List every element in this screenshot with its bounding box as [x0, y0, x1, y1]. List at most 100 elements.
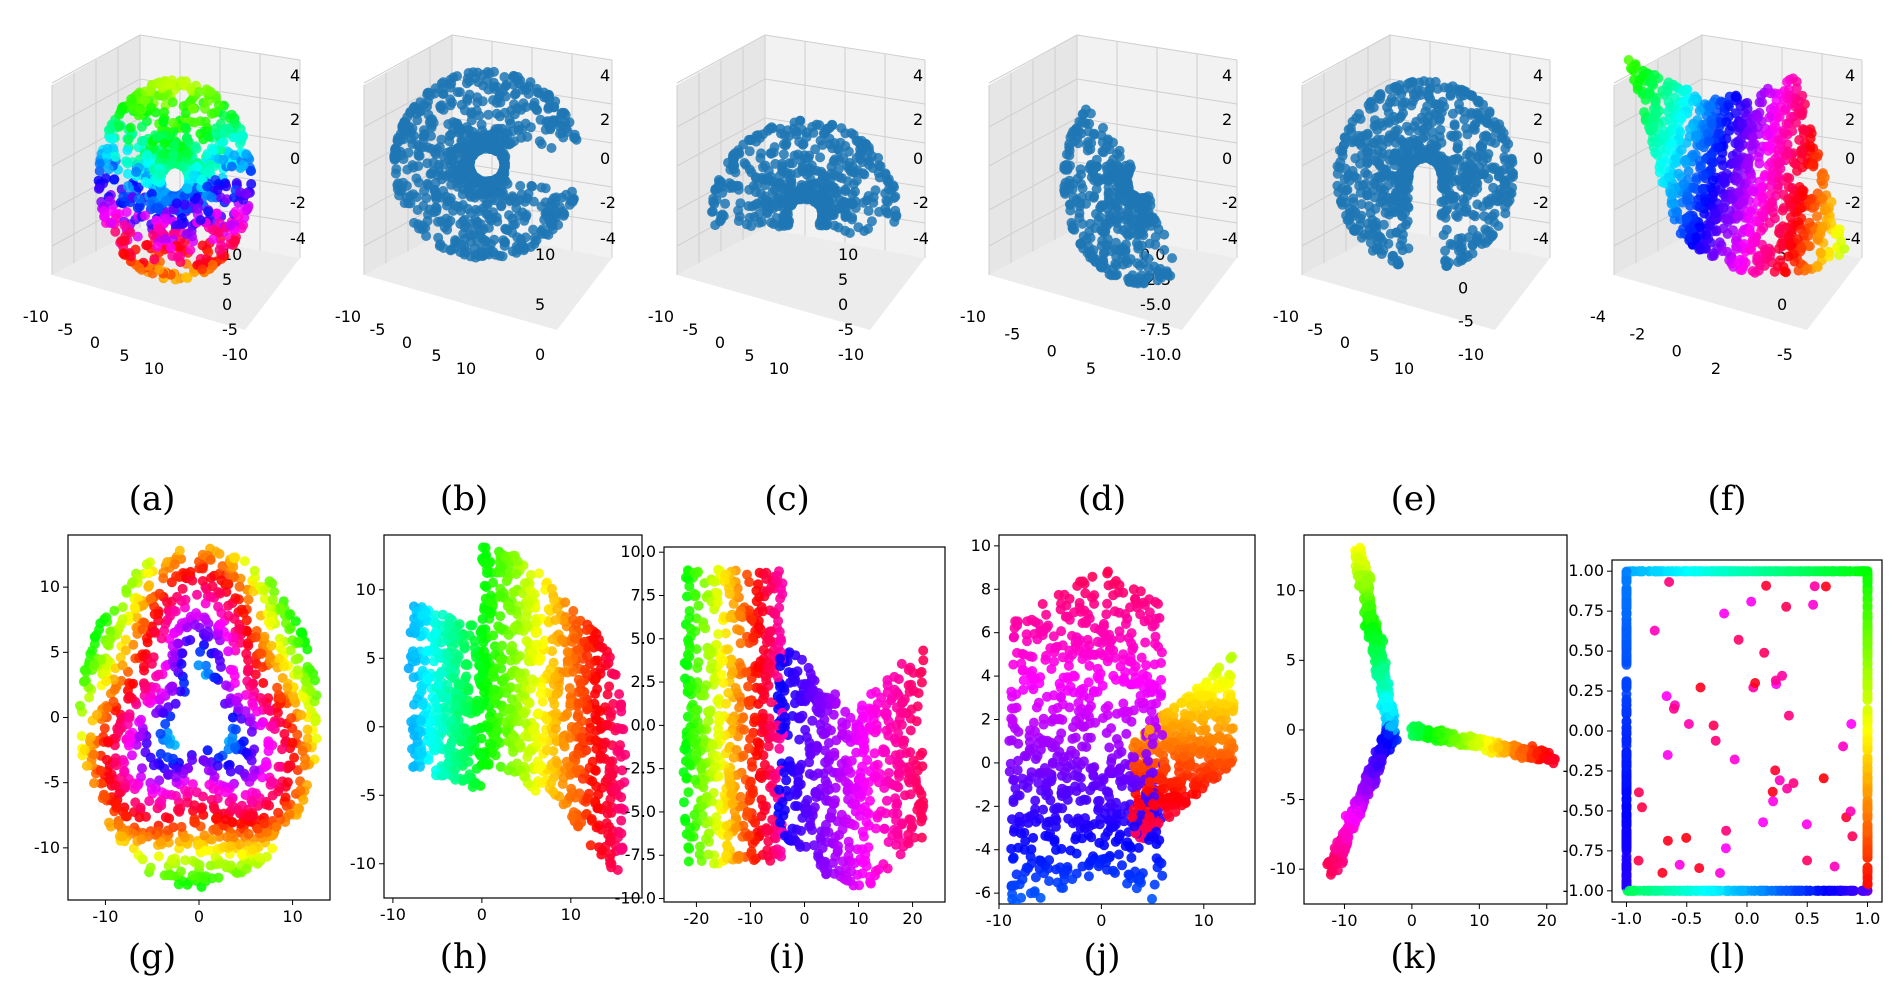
z-tick-label: 2 [1845, 110, 1855, 129]
data-point [1805, 133, 1816, 144]
data-point [226, 109, 237, 120]
data-point [834, 145, 845, 156]
data-point [1163, 270, 1173, 281]
data-point [489, 127, 500, 138]
data-point [102, 143, 113, 154]
data-point [414, 106, 425, 117]
data-point [768, 219, 779, 230]
data-point [1418, 76, 1429, 87]
data-point [110, 151, 121, 162]
data-point [510, 219, 520, 230]
data-point [238, 220, 249, 231]
data-point [843, 146, 854, 157]
data-point [890, 191, 901, 202]
data-point [1487, 229, 1498, 240]
data-point [1764, 140, 1775, 151]
x-tick-label: -10 [960, 307, 986, 326]
data-point [246, 179, 257, 189]
data-point [1667, 189, 1678, 200]
data-point [540, 183, 551, 194]
data-point [1376, 134, 1387, 145]
data-point [167, 159, 178, 169]
data-point [553, 219, 564, 230]
data-point [741, 219, 752, 230]
data-point [833, 222, 844, 233]
z-tick-label: 0 [290, 149, 300, 168]
data-point [817, 187, 828, 198]
data-point [1483, 173, 1494, 184]
data-point [1395, 190, 1406, 201]
data-point [1791, 195, 1802, 206]
data-point [1076, 192, 1087, 202]
data-point [448, 163, 459, 174]
z-tick-label: 4 [1533, 66, 1543, 85]
data-point [779, 191, 789, 202]
data-point [211, 208, 222, 219]
data-point [461, 78, 472, 89]
data-point [429, 184, 440, 195]
data-point [1785, 201, 1796, 212]
data-point [122, 145, 133, 156]
data-point [1737, 118, 1748, 129]
data-point [1418, 124, 1429, 135]
z-tick-label: 2 [600, 110, 610, 129]
data-point [1721, 117, 1732, 127]
data-point [1084, 190, 1095, 201]
data-point [203, 131, 214, 142]
x-tick-label: -5 [683, 320, 699, 339]
data-point [810, 144, 821, 155]
data-point [121, 156, 131, 167]
data-point [529, 102, 540, 112]
data-point [411, 192, 422, 203]
data-point [212, 793, 223, 804]
data-point [856, 135, 867, 146]
y-tick-label: 5 [535, 295, 545, 314]
data-point [560, 110, 571, 120]
y-tick-label: -10 [222, 345, 248, 364]
data-point [483, 109, 494, 120]
z-tick-label: -2 [1845, 193, 1861, 212]
data-point [1675, 228, 1686, 239]
data-point [159, 625, 170, 636]
data-point [781, 138, 792, 149]
data-point [1483, 197, 1494, 208]
data-point [509, 89, 520, 100]
data-point [1744, 226, 1755, 237]
data-point [850, 186, 860, 197]
data-point [1817, 192, 1828, 203]
data-point [119, 249, 130, 260]
gridline [51, 34, 141, 84]
data-point [148, 143, 159, 154]
data-point [118, 191, 129, 202]
y-tick-label: -5 [44, 773, 60, 792]
data-point [151, 215, 162, 226]
data-point [708, 193, 719, 204]
data-point [243, 594, 254, 605]
data-point [1353, 130, 1364, 141]
y-tick-label: -10 [1458, 345, 1484, 364]
data-point [1394, 177, 1405, 188]
data-point [1466, 109, 1477, 120]
data-point [1723, 216, 1734, 227]
data-point [1478, 149, 1488, 160]
axes-floor [364, 228, 612, 330]
data-point [1082, 247, 1093, 258]
data-point [428, 207, 439, 218]
data-point [407, 160, 418, 171]
data-point [1637, 71, 1648, 82]
data-point [105, 124, 116, 135]
data-point [1085, 108, 1096, 119]
data-point [197, 264, 208, 275]
data-point [1792, 234, 1803, 245]
data-point [395, 134, 406, 145]
data-point [280, 792, 291, 803]
data-point [1470, 166, 1481, 177]
x-tick-label: 10 [456, 359, 476, 378]
data-point [160, 233, 171, 244]
data-point [1348, 205, 1359, 216]
data-point [856, 146, 867, 157]
z-tick-label: 0 [1533, 149, 1543, 168]
data-point [1351, 113, 1362, 123]
data-point [784, 158, 795, 169]
data-point [230, 645, 241, 656]
